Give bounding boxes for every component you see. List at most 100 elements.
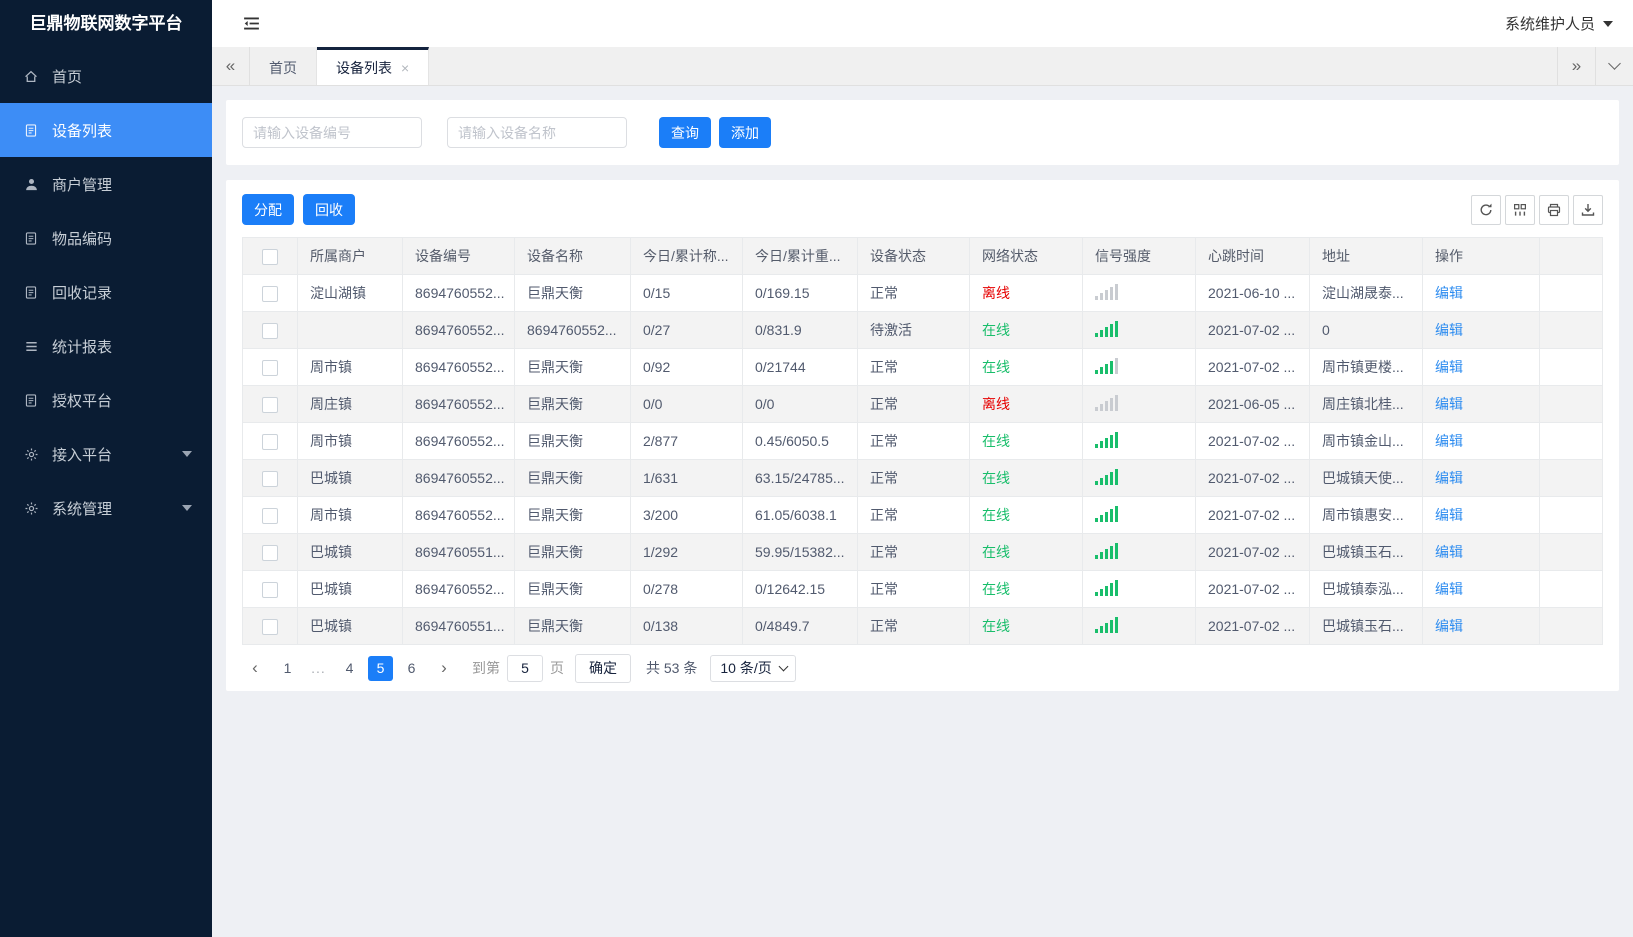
row-check-cell (242, 274, 298, 312)
device-name-input[interactable] (447, 117, 627, 148)
tabs-scroll-left-button[interactable]: « (212, 47, 250, 85)
network-status-label: 在线 (982, 433, 1010, 449)
row-checkbox[interactable] (262, 359, 278, 376)
edit-link[interactable]: 编辑 (1435, 470, 1463, 486)
assign-button[interactable]: 分配 (242, 194, 294, 225)
goto-page-input[interactable] (507, 654, 543, 682)
cell-today_weight: 0/4849.7 (742, 607, 858, 645)
refresh-button[interactable] (1471, 194, 1501, 225)
edit-link[interactable]: 编辑 (1435, 544, 1463, 560)
cell-heartbeat: 2021-06-05 ... (1195, 385, 1310, 423)
tab-label: 设备列表 (336, 59, 392, 76)
tab[interactable]: 首页 (250, 47, 317, 85)
edit-link[interactable]: 编辑 (1435, 618, 1463, 634)
refresh-icon (1480, 203, 1492, 215)
sidebar-item[interactable]: 商户管理 (0, 157, 212, 211)
query-button[interactable]: 查询 (659, 117, 711, 148)
page-number[interactable]: 4 (345, 659, 354, 676)
page-number[interactable]: 1 (283, 659, 292, 676)
add-button[interactable]: 添加 (719, 117, 771, 148)
sidebar-item[interactable]: 首页 (0, 49, 212, 103)
row-checkbox[interactable] (262, 470, 278, 487)
cell-heartbeat: 2021-07-02 ... (1195, 311, 1310, 349)
edit-link[interactable]: 编辑 (1435, 433, 1463, 449)
row-checkbox[interactable] (262, 396, 278, 413)
cell-today_weight: 0/0 (742, 385, 858, 423)
topbar: 系统维护人员 (212, 0, 1633, 47)
cell-merchant: 巴城镇 (297, 607, 403, 645)
edit-link[interactable]: 编辑 (1435, 285, 1463, 301)
cell-filler (1539, 385, 1603, 423)
confirm-button[interactable]: 确定 (575, 653, 631, 683)
table-row: 淀山湖镇 8694760552... 巨鼎天衡 0/15 0/169.15 正常 离线 202… (242, 274, 1603, 312)
column-header-device_status: 设备状态 (857, 237, 970, 275)
user-menu[interactable]: 系统维护人员 (1505, 13, 1613, 34)
row-checkbox[interactable] (262, 507, 278, 524)
cell-action: 编辑 (1422, 570, 1540, 608)
cell-today_count: 1/292 (630, 533, 743, 571)
sidebar: 巨鼎物联网数字平台 首页 设备列表 商户管理 物品编码 回收记录 统计报表 授权平台 接入平台… (0, 0, 212, 937)
edit-link[interactable]: 编辑 (1435, 581, 1463, 597)
sidebar-item[interactable]: 物品编码 (0, 211, 212, 265)
edit-link[interactable]: 编辑 (1435, 359, 1463, 375)
cell-device_status: 正常 (857, 385, 970, 423)
close-icon[interactable]: × (401, 59, 410, 76)
sidebar-item[interactable]: 系统管理 (0, 481, 212, 535)
menu-fold-button[interactable] (242, 15, 261, 32)
sidebar-item[interactable]: 接入平台 (0, 427, 212, 481)
page-number[interactable]: 5 (368, 655, 393, 681)
cell-heartbeat: 2021-07-02 ... (1195, 422, 1310, 460)
tabs-menu-button[interactable] (1595, 47, 1633, 85)
cell-today_weight: 0/831.9 (742, 311, 858, 349)
row-checkbox[interactable] (262, 544, 278, 561)
page-size-select[interactable]: 10 条/页 (710, 654, 796, 682)
sidebar-item[interactable]: 授权平台 (0, 373, 212, 427)
cell-today_weight: 61.05/6038.1 (742, 496, 858, 534)
row-checkbox[interactable] (262, 618, 278, 635)
cell-signal (1082, 607, 1196, 645)
signal-strength-icon (1095, 431, 1118, 448)
row-checkbox[interactable] (262, 285, 278, 302)
cell-device_status: 正常 (857, 607, 970, 645)
edit-link[interactable]: 编辑 (1435, 507, 1463, 523)
cell-today_weight: 59.95/15382... (742, 533, 858, 571)
page-ellipsis[interactable]: ... (311, 659, 326, 676)
signal-strength-icon (1095, 579, 1118, 596)
next-page-button[interactable]: › (441, 658, 447, 677)
edit-link[interactable]: 编辑 (1435, 322, 1463, 338)
chevron-down-icon (182, 451, 192, 457)
cell-address: 巴城镇泰泓... (1309, 570, 1423, 608)
print-button[interactable] (1539, 194, 1569, 225)
chevron-down-icon (778, 661, 789, 672)
sidebar-item[interactable]: 回收记录 (0, 265, 212, 319)
edit-link[interactable]: 编辑 (1435, 396, 1463, 412)
cell-signal (1082, 533, 1196, 571)
tab[interactable]: 设备列表 × (317, 47, 430, 85)
column-header-device_name: 设备名称 (514, 237, 631, 275)
recycle-button[interactable]: 回收 (303, 194, 355, 225)
total-count-label: 共 53 条 (646, 660, 698, 676)
sidebar-item[interactable]: 设备列表 (0, 103, 212, 157)
row-checkbox[interactable] (262, 581, 278, 598)
device-no-input[interactable] (242, 117, 422, 148)
column-header-signal: 信号强度 (1082, 237, 1196, 275)
prev-page-button[interactable]: ‹ (252, 658, 258, 677)
cell-filler (1539, 459, 1603, 497)
select-all-cell (242, 237, 298, 275)
select-all-checkbox[interactable] (262, 248, 278, 265)
sidebar-item[interactable]: 统计报表 (0, 319, 212, 373)
row-checkbox[interactable] (262, 433, 278, 450)
tabs-scroll-right-button[interactable]: » (1557, 47, 1595, 85)
columns-button[interactable] (1505, 194, 1535, 225)
row-checkbox[interactable] (262, 322, 278, 339)
cell-network-status: 在线 (969, 348, 1083, 386)
cell-today_count: 0/138 (630, 607, 743, 645)
network-status-label: 离线 (982, 396, 1010, 412)
columns-icon (1513, 203, 1526, 216)
export-button[interactable] (1573, 194, 1603, 225)
cell-signal (1082, 311, 1196, 349)
sidebar-item-label: 统计报表 (52, 338, 113, 356)
cell-today_count: 2/877 (630, 422, 743, 460)
cell-today_count: 0/92 (630, 348, 743, 386)
page-number[interactable]: 6 (407, 659, 416, 676)
